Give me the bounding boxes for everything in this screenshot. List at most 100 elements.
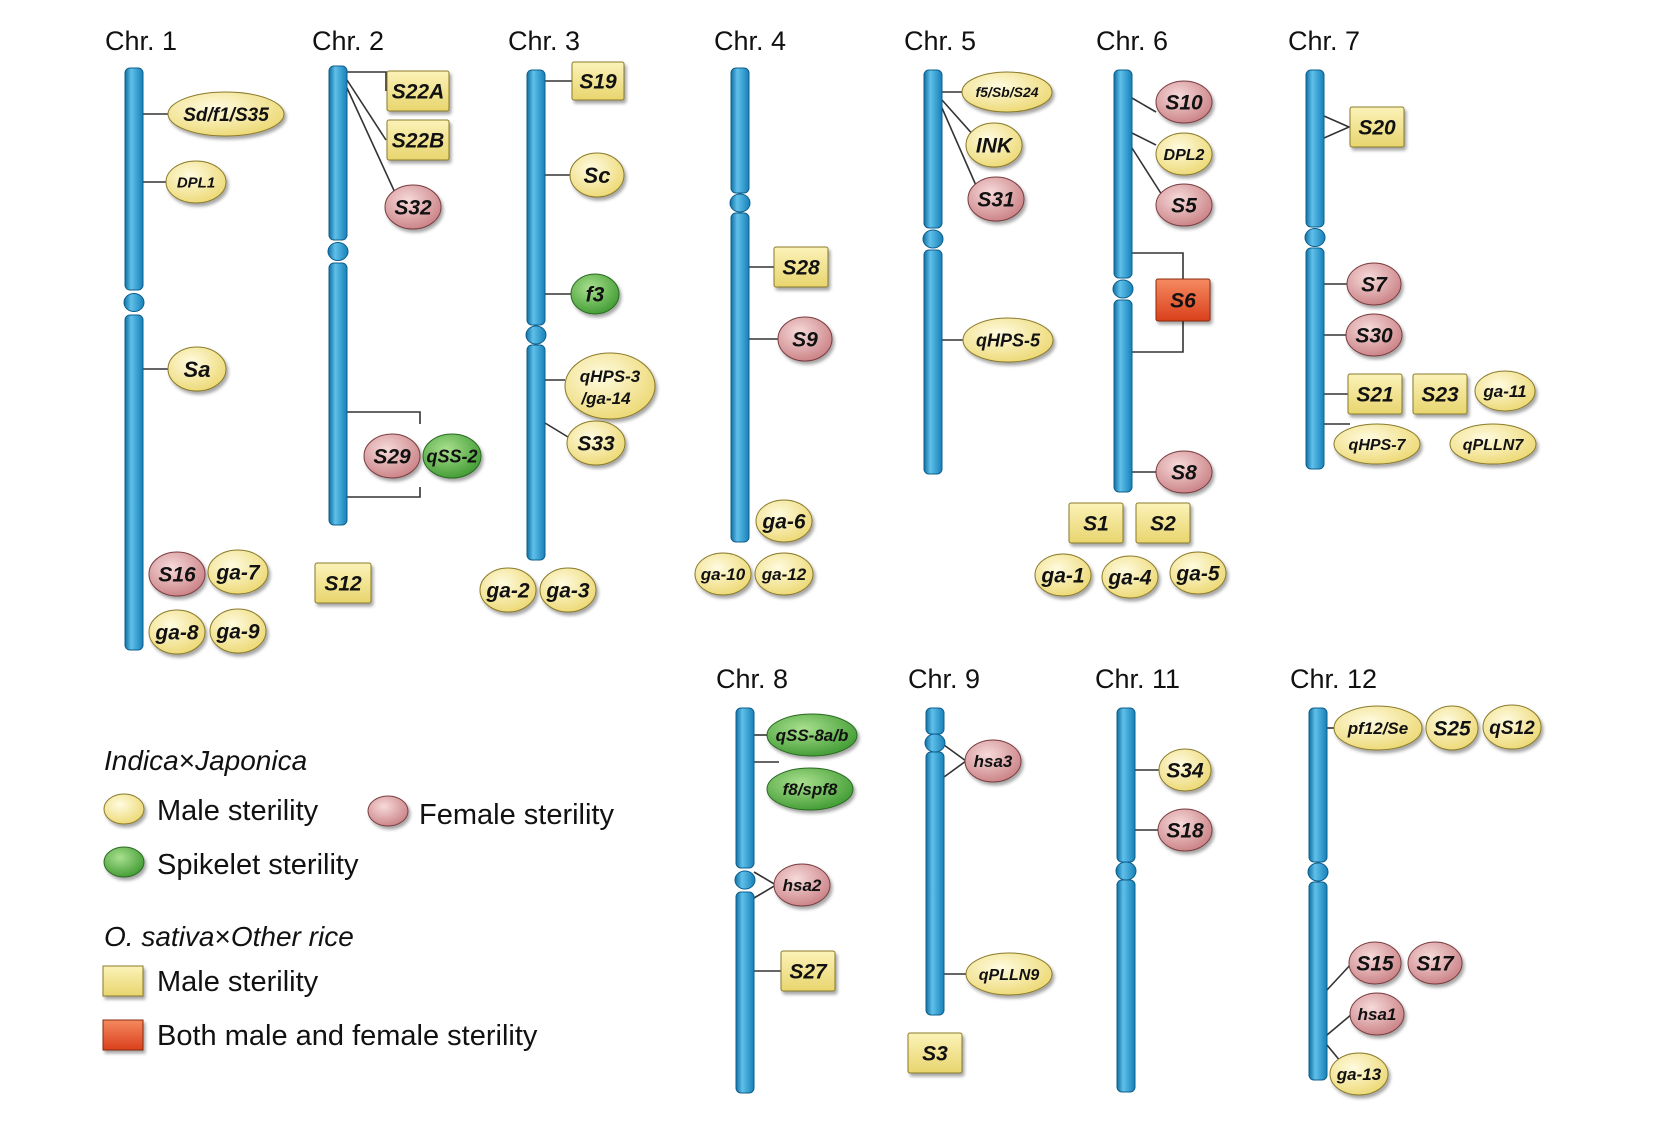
locus-s5-ellipse — [1155, 183, 1213, 227]
connector-s31 — [941, 107, 979, 191]
locus-dpl2-label: DPL2 — [1164, 147, 1205, 164]
locus-ga-13-label: ga-13 — [1336, 1065, 1382, 1084]
locus-ga-9-label: ga-9 — [215, 621, 260, 644]
chr8-arm-2 — [735, 891, 755, 1094]
legend-male-sterility: Male sterility — [157, 795, 319, 827]
locus-dpl1-ellipse — [165, 160, 227, 204]
chr7-arm-2 — [1305, 247, 1325, 470]
locus-pf12-se-ellipse — [1333, 705, 1423, 751]
chr11-centromere — [1115, 861, 1137, 881]
chr2-centromere — [327, 242, 349, 261]
chr9-label: Chr. 9 — [908, 664, 980, 694]
locus-hsa2-label: hsa2 — [783, 876, 822, 895]
legend-spikelet-sterility: Spikelet sterility — [157, 849, 359, 881]
locus-qplln9-label: qPLLN9 — [979, 967, 1040, 984]
locus-ga-10-label: ga-10 — [700, 565, 746, 584]
chr12-centromere — [1307, 862, 1329, 882]
locus-s31-ellipse — [967, 176, 1025, 222]
locus-sa-ellipse — [167, 346, 227, 392]
locus-s12-label: S12 — [324, 573, 362, 596]
locus-ga-11-label: ga-11 — [1482, 382, 1526, 401]
locus-s19-label: S19 — [579, 71, 617, 94]
locus-s19-box — [571, 61, 625, 101]
locus-ga-1-label: ga-1 — [1040, 565, 1084, 588]
locus-s33-ellipse — [566, 420, 626, 466]
chr12-arm-2 — [1308, 881, 1328, 1081]
locus-s21-label: S21 — [1356, 384, 1393, 407]
legend-title-japonica: Japonica — [194, 745, 307, 776]
locus-s1-label: S1 — [1083, 513, 1109, 536]
locus-qhps-7-ellipse — [1333, 423, 1421, 465]
chr1-arm-1 — [124, 67, 144, 291]
locus-s25-ellipse — [1425, 705, 1479, 751]
chr5-arm-2 — [923, 249, 943, 475]
chr3-arm-1 — [526, 69, 546, 326]
locus-qhps-5-ellipse — [962, 317, 1054, 363]
locus-ga-8-ellipse — [148, 609, 206, 655]
locus-ga-7-label: ga-7 — [215, 562, 261, 585]
locus-s29-ellipse — [363, 433, 421, 479]
locus-qhps-3-ga-14-label: qHPS-3 — [580, 367, 641, 386]
legend-female-ellipse — [367, 795, 409, 827]
chr6-arm-2 — [1113, 299, 1133, 493]
locus-s3-label: S3 — [922, 1043, 948, 1066]
locus-s22b-box — [386, 119, 450, 161]
chr9-arm-2 — [925, 751, 945, 1016]
locus-hsa1-ellipse — [1349, 992, 1405, 1036]
locus-ga-3-ellipse — [539, 567, 597, 613]
locus-s16-label: S16 — [158, 564, 196, 587]
connector-ink — [941, 99, 976, 138]
locus-s18-ellipse — [1157, 808, 1213, 852]
chr2-bracket-s29-qss2-2 — [347, 487, 421, 498]
locus-s23-box — [1412, 373, 1468, 415]
locus-ga-9-ellipse — [209, 608, 267, 654]
locus-s2-label: S2 — [1150, 513, 1176, 536]
chr11-arm-1 — [1116, 707, 1136, 863]
locus-s6-box — [1155, 278, 1211, 322]
chr3-label: Chr. 3 — [508, 26, 580, 56]
locus-sc-ellipse — [569, 152, 625, 198]
locus-qplln7-label: qPLLN7 — [1463, 437, 1525, 454]
chr4-arm-2 — [730, 212, 750, 543]
locus-f5-sb-s24-ellipse — [961, 71, 1053, 113]
locus-s22a-label: S22A — [392, 81, 445, 104]
legend-title-other-rice: Other rice — [231, 921, 354, 952]
locus-sd-f1-s35-ellipse — [167, 91, 285, 137]
locus-qss-2-label: qSS-2 — [426, 446, 477, 466]
locus-dpl2-ellipse — [1155, 132, 1213, 176]
locus-s22a-box — [386, 70, 450, 112]
locus-ga-3-label: ga-3 — [545, 580, 590, 603]
locus-ga-12-label: ga-12 — [761, 565, 807, 584]
locus-ga-7-ellipse — [207, 549, 269, 595]
locus-s30-ellipse — [1345, 313, 1403, 357]
locus-s34-label: S34 — [1166, 760, 1204, 783]
chr7-label: Chr. 7 — [1288, 26, 1360, 56]
legend: Indica×Japonica Male sterility Female st… — [102, 745, 614, 1052]
legend-title-sativa-other: O. sativa×Other rice — [104, 921, 354, 952]
legend-title-indica-japonica: Indica×Japonica — [104, 745, 307, 776]
locus-s9-ellipse — [777, 316, 833, 362]
locus-qhps-3-ga-14-label-2: /ga-14 — [580, 389, 631, 408]
locus-ga-4-label: ga-4 — [1107, 567, 1152, 590]
locus-ga-6-ellipse — [755, 499, 813, 543]
legend-title-indica: Indica — [104, 745, 179, 776]
locus-f8-spf8-ellipse — [766, 767, 854, 811]
chr7-arm-1 — [1305, 69, 1325, 228]
locus-ga-10-ellipse — [694, 552, 752, 596]
locus-s21-box — [1347, 373, 1403, 415]
locus-qplln7-ellipse — [1449, 423, 1537, 465]
locus-s8-label: S8 — [1171, 462, 1197, 485]
chr9-arm-1 — [925, 707, 945, 735]
locus-sd-f1-s35-label: Sd/f1/S35 — [183, 105, 269, 126]
locus-s20-box — [1349, 106, 1405, 148]
locus-s18-label: S18 — [1166, 820, 1204, 843]
locus-s5-label: S5 — [1171, 195, 1197, 218]
connector-s20 — [1323, 115, 1351, 139]
chr1-arm-2 — [124, 314, 144, 651]
locus-s20-label: S20 — [1358, 117, 1396, 140]
legend-box-both-sterility: Both male and female sterility — [157, 1020, 538, 1052]
connector-s10 — [1131, 97, 1157, 113]
locus-s28-label: S28 — [782, 257, 820, 280]
locus-s22b-label: S22B — [392, 130, 445, 153]
chr6-bracket-s6-1 — [1132, 252, 1184, 279]
